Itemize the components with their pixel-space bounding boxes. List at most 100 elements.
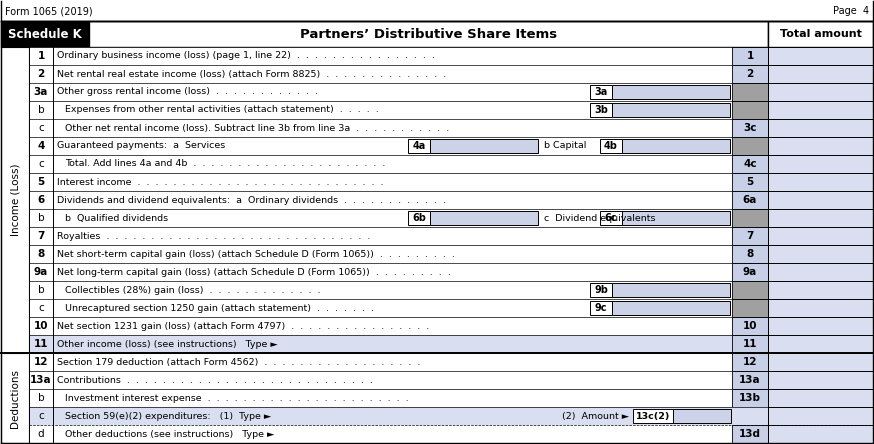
Bar [29, 155, 768, 173]
Text: 11: 11 [743, 339, 757, 349]
Bar [29, 353, 768, 371]
Bar [600, 139, 622, 153]
Bar [1, 21, 89, 47]
Text: c: c [38, 303, 44, 313]
Bar [430, 139, 538, 153]
Bar [768, 83, 873, 101]
Bar [590, 301, 612, 315]
Text: 5: 5 [746, 177, 753, 187]
Text: 2: 2 [746, 69, 753, 79]
Text: 6a: 6a [743, 195, 757, 205]
Bar [1, 1, 873, 21]
Text: 9a: 9a [743, 267, 757, 277]
Text: Royalties  .  .  .  .  .  .  .  .  .  .  .  .  .  .  .  .  .  .  .  .  .  .  .  : Royalties . . . . . . . . . . . . . . . … [57, 231, 371, 241]
Bar [768, 191, 873, 209]
Text: 8: 8 [746, 249, 753, 259]
Text: 6b: 6b [412, 213, 426, 223]
Text: 13b: 13b [739, 393, 761, 403]
Bar [732, 191, 768, 209]
Bar [732, 245, 768, 263]
Bar [612, 283, 730, 297]
Text: Net section 1231 gain (loss) (attach Form 4797)  .  .  .  .  .  .  .  .  .  .  .: Net section 1231 gain (loss) (attach For… [57, 321, 429, 330]
Bar [600, 211, 622, 225]
Bar [768, 21, 873, 47]
Text: Interest income  .  .  .  .  .  .  .  .  .  .  .  .  .  .  .  .  .  .  .  .  .  : Interest income . . . . . . . . . . . . … [57, 178, 384, 186]
Text: b: b [38, 105, 45, 115]
Text: Net short-term capital gain (loss) (attach Schedule D (Form 1065))  .  .  .  .  : Net short-term capital gain (loss) (atta… [57, 250, 454, 258]
Bar [732, 317, 768, 335]
Bar [732, 173, 768, 191]
Bar [732, 281, 768, 299]
Bar [732, 227, 768, 245]
Bar [673, 409, 731, 423]
Bar [29, 119, 768, 137]
Text: Net rental real estate income (loss) (attach Form 8825)  .  .  .  .  .  .  .  . : Net rental real estate income (loss) (at… [57, 70, 447, 79]
Bar [768, 47, 873, 65]
Text: 6c: 6c [605, 213, 617, 223]
Text: Page  4: Page 4 [833, 6, 869, 16]
Text: 3a: 3a [34, 87, 48, 97]
Bar [29, 335, 768, 353]
Bar [590, 283, 612, 297]
Bar [408, 139, 430, 153]
Text: 11: 11 [34, 339, 48, 349]
Bar [768, 389, 873, 407]
Text: Dividends and dividend equivalents:  a  Ordinary dividends  .  .  .  .  .  .  . : Dividends and dividend equivalents: a Or… [57, 195, 446, 205]
Bar [732, 119, 768, 137]
Text: 3a: 3a [594, 87, 607, 97]
Bar [29, 281, 768, 299]
Bar [1, 47, 29, 353]
Bar [1, 353, 29, 443]
Text: 13d: 13d [739, 429, 761, 439]
Bar [732, 263, 768, 281]
Bar [732, 353, 768, 371]
Bar [768, 353, 873, 371]
Bar [29, 371, 768, 389]
Text: Section 59(e)(2) expenditures:   (1)  Type ►: Section 59(e)(2) expenditures: (1) Type … [65, 412, 271, 420]
Text: 3b: 3b [594, 105, 608, 115]
Bar [768, 317, 873, 335]
Bar [29, 425, 768, 443]
Bar [768, 245, 873, 263]
Bar [612, 301, 730, 315]
Text: 4b: 4b [604, 141, 618, 151]
Bar [430, 211, 538, 225]
Text: b: b [38, 213, 45, 223]
Bar [732, 335, 768, 353]
Bar [29, 263, 768, 281]
Bar [768, 281, 873, 299]
Text: Deductions: Deductions [10, 369, 20, 428]
Bar [732, 425, 768, 443]
Text: c: c [38, 159, 44, 169]
Bar [732, 389, 768, 407]
Text: 4c: 4c [743, 159, 757, 169]
Bar [732, 299, 768, 317]
Text: Other deductions (see instructions)   Type ►: Other deductions (see instructions) Type… [65, 429, 274, 439]
Text: c: c [38, 411, 44, 421]
Bar [732, 65, 768, 83]
Text: 2: 2 [38, 69, 45, 79]
Bar [768, 173, 873, 191]
Text: b: b [38, 393, 45, 403]
Bar [768, 407, 873, 425]
Bar [768, 137, 873, 155]
Text: 9a: 9a [34, 267, 48, 277]
Text: Expenses from other rental activities (attach statement)  .  .  .  .  .: Expenses from other rental activities (a… [65, 106, 378, 115]
Text: Investment interest expense  .  .  .  .  .  .  .  .  .  .  .  .  .  .  .  .  .  : Investment interest expense . . . . . . … [65, 393, 409, 403]
Text: 9b: 9b [594, 285, 608, 295]
Text: 9c: 9c [594, 303, 607, 313]
Bar [29, 65, 768, 83]
Bar [29, 83, 768, 101]
Text: 5: 5 [38, 177, 45, 187]
Bar [732, 101, 768, 119]
Text: 6: 6 [38, 195, 45, 205]
Bar [29, 317, 768, 335]
Text: Other gross rental income (loss)  .  .  .  .  .  .  .  .  .  .  .  .: Other gross rental income (loss) . . . .… [57, 87, 318, 96]
Bar [29, 245, 768, 263]
Bar [29, 209, 768, 227]
Text: 7: 7 [38, 231, 45, 241]
Text: c: c [38, 123, 44, 133]
Text: Form 1065 (2019): Form 1065 (2019) [5, 6, 93, 16]
Text: Total amount: Total amount [780, 29, 862, 39]
Bar [633, 409, 673, 423]
